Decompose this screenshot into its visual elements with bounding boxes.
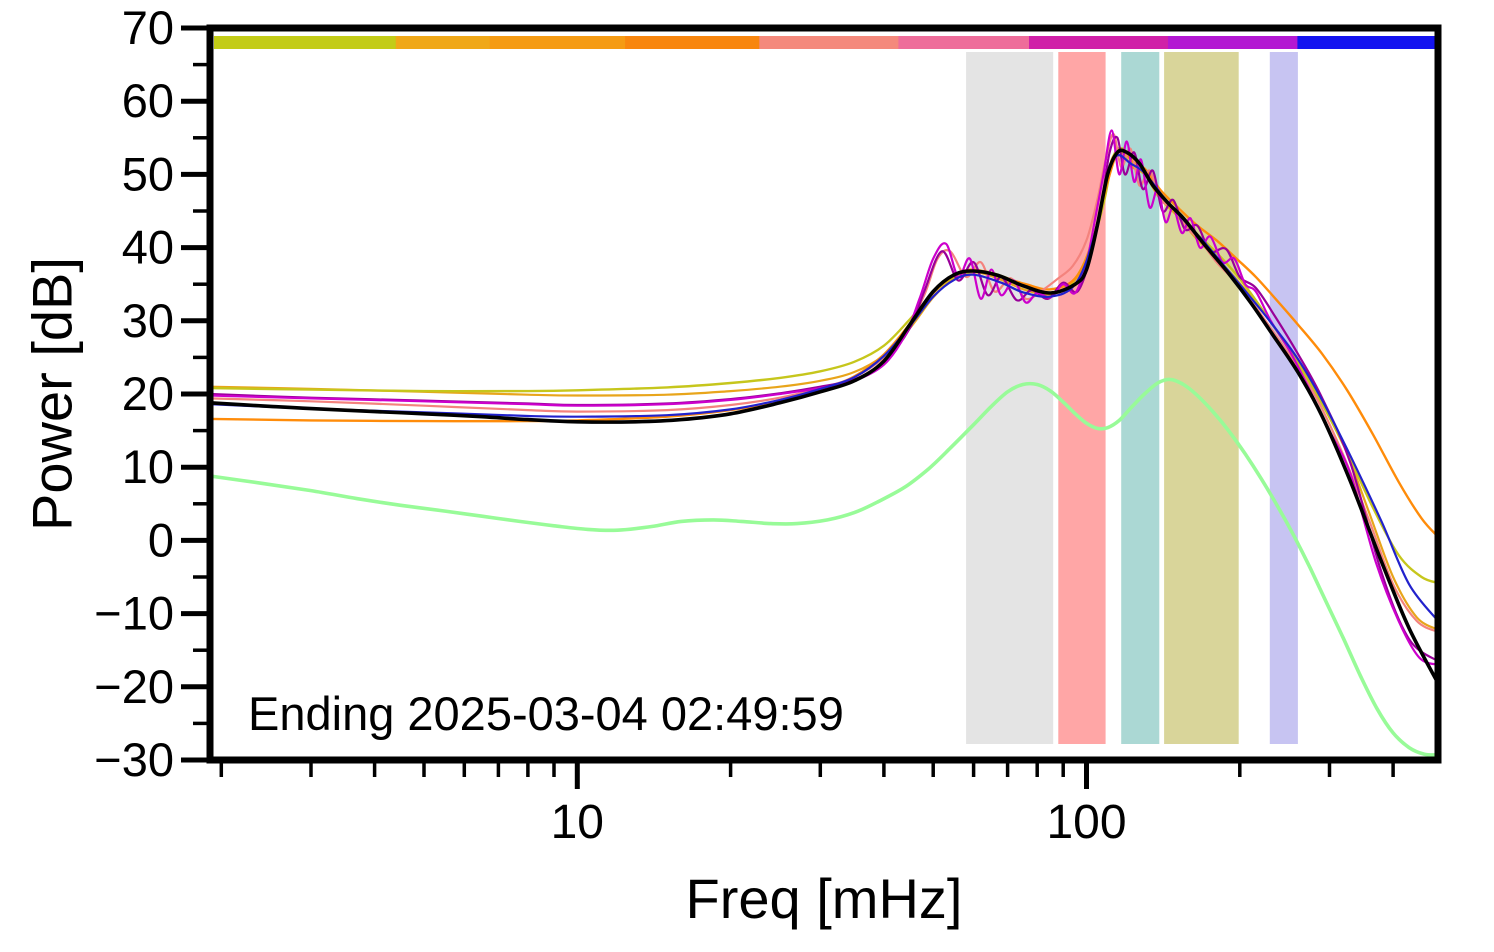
series-dark-magenta [208,135,1440,663]
y-tick-label: 10 [122,440,174,493]
y-tick-label: 50 [122,147,174,200]
series-yellow-green [208,146,1440,585]
axis-frame [206,24,1442,764]
series-salmon [208,132,1440,633]
colorbar-segment-4 [759,36,899,49]
series-orange [208,148,1440,538]
colorbar-segment-2 [489,36,626,49]
y-tick-label: 0 [148,513,174,566]
x-axis-title: Freq [mHz] [685,867,963,930]
ending-timestamp-annotation: Ending 2025-03-04 02:49:59 [248,687,844,740]
y-tick-label: 40 [122,221,174,274]
y-tick-label: −10 [94,587,174,640]
y-tick-label: 60 [122,74,174,127]
colorbar-segment-0 [214,36,397,49]
y-tick-label: 20 [122,367,174,420]
series-blue [208,154,1440,622]
freq-band-1 [1058,52,1106,744]
y-tick-label: 70 [122,1,174,54]
freq-band-0 [966,52,1054,744]
freq-band-4 [1269,52,1298,744]
colorbar-segment-5 [898,36,1030,49]
y-axis-title: Power [dB] [20,257,84,531]
colorbar-segment-1 [395,36,491,49]
series-magenta [208,129,1440,666]
series-mean-black [208,148,1440,685]
y-tick-label: 30 [122,294,174,347]
x-tick-label: 100 [1046,796,1126,849]
y-tick-label: −30 [94,733,174,786]
colorbar-segment-6 [1029,36,1169,49]
colorbar-segment-3 [625,36,760,49]
y-tick-label: −20 [94,660,174,713]
x-tick-label: 10 [551,796,604,849]
series-pale-green [208,377,1440,757]
colorbar-segment-8 [1297,36,1435,49]
colorbar-segment-7 [1168,36,1298,49]
